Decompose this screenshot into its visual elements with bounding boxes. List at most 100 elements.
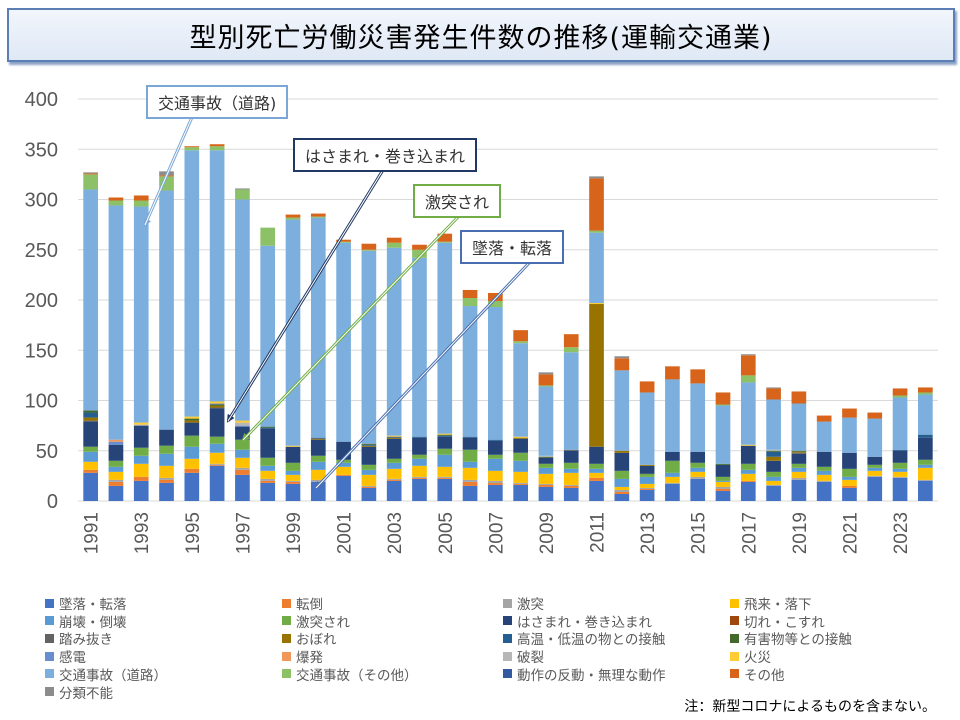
bar-segment — [918, 394, 933, 435]
bar-segment — [589, 178, 604, 231]
bar-segment — [209, 146, 225, 151]
bar-segment — [563, 450, 579, 463]
bar-segment — [361, 486, 377, 488]
bar-segment — [690, 462, 706, 468]
bar-segment — [108, 471, 124, 480]
legend-label: 動作の反動・無理な動作 — [517, 667, 666, 684]
bar-segment — [437, 241, 453, 243]
bar-segment — [235, 199, 250, 421]
bar-segment — [310, 461, 326, 470]
bar-segment — [740, 444, 756, 446]
bar-segment — [740, 463, 756, 470]
bar-segment — [209, 443, 225, 453]
bar-segment — [791, 391, 807, 404]
bar-segment — [918, 480, 933, 501]
bar-segment — [563, 487, 579, 501]
bar-segment — [386, 436, 402, 438]
bar-segment — [260, 457, 276, 466]
bar-segment — [842, 485, 857, 488]
bar-segment — [285, 481, 301, 484]
bar-segment — [665, 379, 680, 452]
bar-segment — [462, 479, 478, 482]
legend-item: 爆発 — [282, 646, 323, 666]
bar-segment — [462, 461, 478, 468]
y-tick-label: 350 — [25, 139, 58, 161]
bar-segment — [816, 421, 832, 452]
x-tick-label: 2003 — [385, 512, 406, 554]
bar-segment — [715, 488, 731, 491]
bar-segment — [108, 197, 124, 201]
bar-segment — [159, 482, 174, 501]
bar-segment — [842, 408, 857, 418]
bar-segment — [386, 435, 402, 437]
bar-segment — [209, 464, 225, 466]
legend-label: 有害物等との接触 — [744, 632, 852, 649]
x-tick-label: 2001 — [335, 512, 356, 554]
bar-segment — [690, 471, 706, 477]
bar-segment — [412, 476, 427, 478]
legend-swatch — [730, 633, 739, 643]
bar-segment — [766, 399, 781, 450]
legend-item: 動作の反動・無理な動作 — [503, 664, 666, 684]
legend-label: 飛来・落下 — [744, 597, 812, 613]
bar-segment — [361, 446, 377, 465]
legend-label: 破裂 — [517, 650, 544, 667]
bars — [83, 144, 933, 501]
callout-label: はさまれ・巻き込まれ — [305, 147, 466, 166]
bar-segment — [791, 477, 807, 480]
bar-segment — [462, 437, 478, 450]
bar-segment — [740, 375, 756, 383]
bar-segment — [184, 147, 200, 151]
bar-segment — [412, 437, 427, 455]
x-tick-label: 2013 — [638, 512, 659, 554]
bar-segment — [791, 453, 807, 464]
bar-segment — [336, 462, 351, 467]
bar-segment — [412, 454, 427, 459]
bar-segment — [437, 233, 453, 242]
bar-segment — [386, 462, 402, 469]
bar-segment — [589, 468, 604, 473]
chart-title-box: 型別死亡労働災害発生件数の推移(運輸交通業) — [7, 8, 955, 62]
bar-segment — [133, 455, 149, 464]
y-tick-label: 50 — [36, 441, 58, 463]
bar-segment — [209, 405, 225, 408]
y-tick-label: 150 — [25, 340, 58, 362]
legend-item: 墜落・転落 — [45, 593, 127, 613]
legend-swatch — [45, 598, 54, 608]
bar-segment — [513, 460, 528, 472]
bar-segment — [918, 434, 933, 438]
bar-segment — [184, 146, 200, 148]
x-tick-label: 1991 — [82, 512, 103, 554]
bar-segment — [310, 438, 326, 440]
bar-segment — [892, 462, 908, 469]
bar-segment — [513, 437, 528, 439]
bar-stack-2014 — [665, 366, 680, 501]
bar-segment — [462, 306, 478, 437]
bar-segment — [690, 467, 706, 472]
bar-segment — [488, 470, 503, 481]
legend-swatch — [503, 669, 512, 679]
bar-segment — [563, 485, 579, 488]
bar-segment — [766, 456, 781, 461]
bar-segment — [209, 408, 225, 437]
bar-stack-1994 — [159, 171, 174, 501]
bar-segment — [538, 467, 554, 474]
bar-segment — [437, 476, 453, 478]
legend-item: 感電 — [45, 646, 86, 666]
bar-segment — [715, 476, 731, 481]
bar-segment — [892, 450, 908, 463]
bar-segment — [639, 381, 655, 393]
bar-stack-1991 — [83, 172, 98, 501]
bar-segment — [235, 457, 250, 468]
bar-segment — [690, 369, 706, 384]
callout-arrow-inner — [227, 169, 384, 422]
bar-segment — [260, 480, 276, 483]
bar-segment — [361, 249, 377, 251]
x-tick-label: 2015 — [689, 512, 710, 554]
bar-segment — [209, 404, 225, 406]
bar-segment — [488, 454, 503, 459]
bar-segment — [513, 482, 528, 484]
bar-segment — [791, 403, 807, 451]
bar-segment — [488, 480, 503, 483]
bar-segment — [437, 466, 453, 477]
